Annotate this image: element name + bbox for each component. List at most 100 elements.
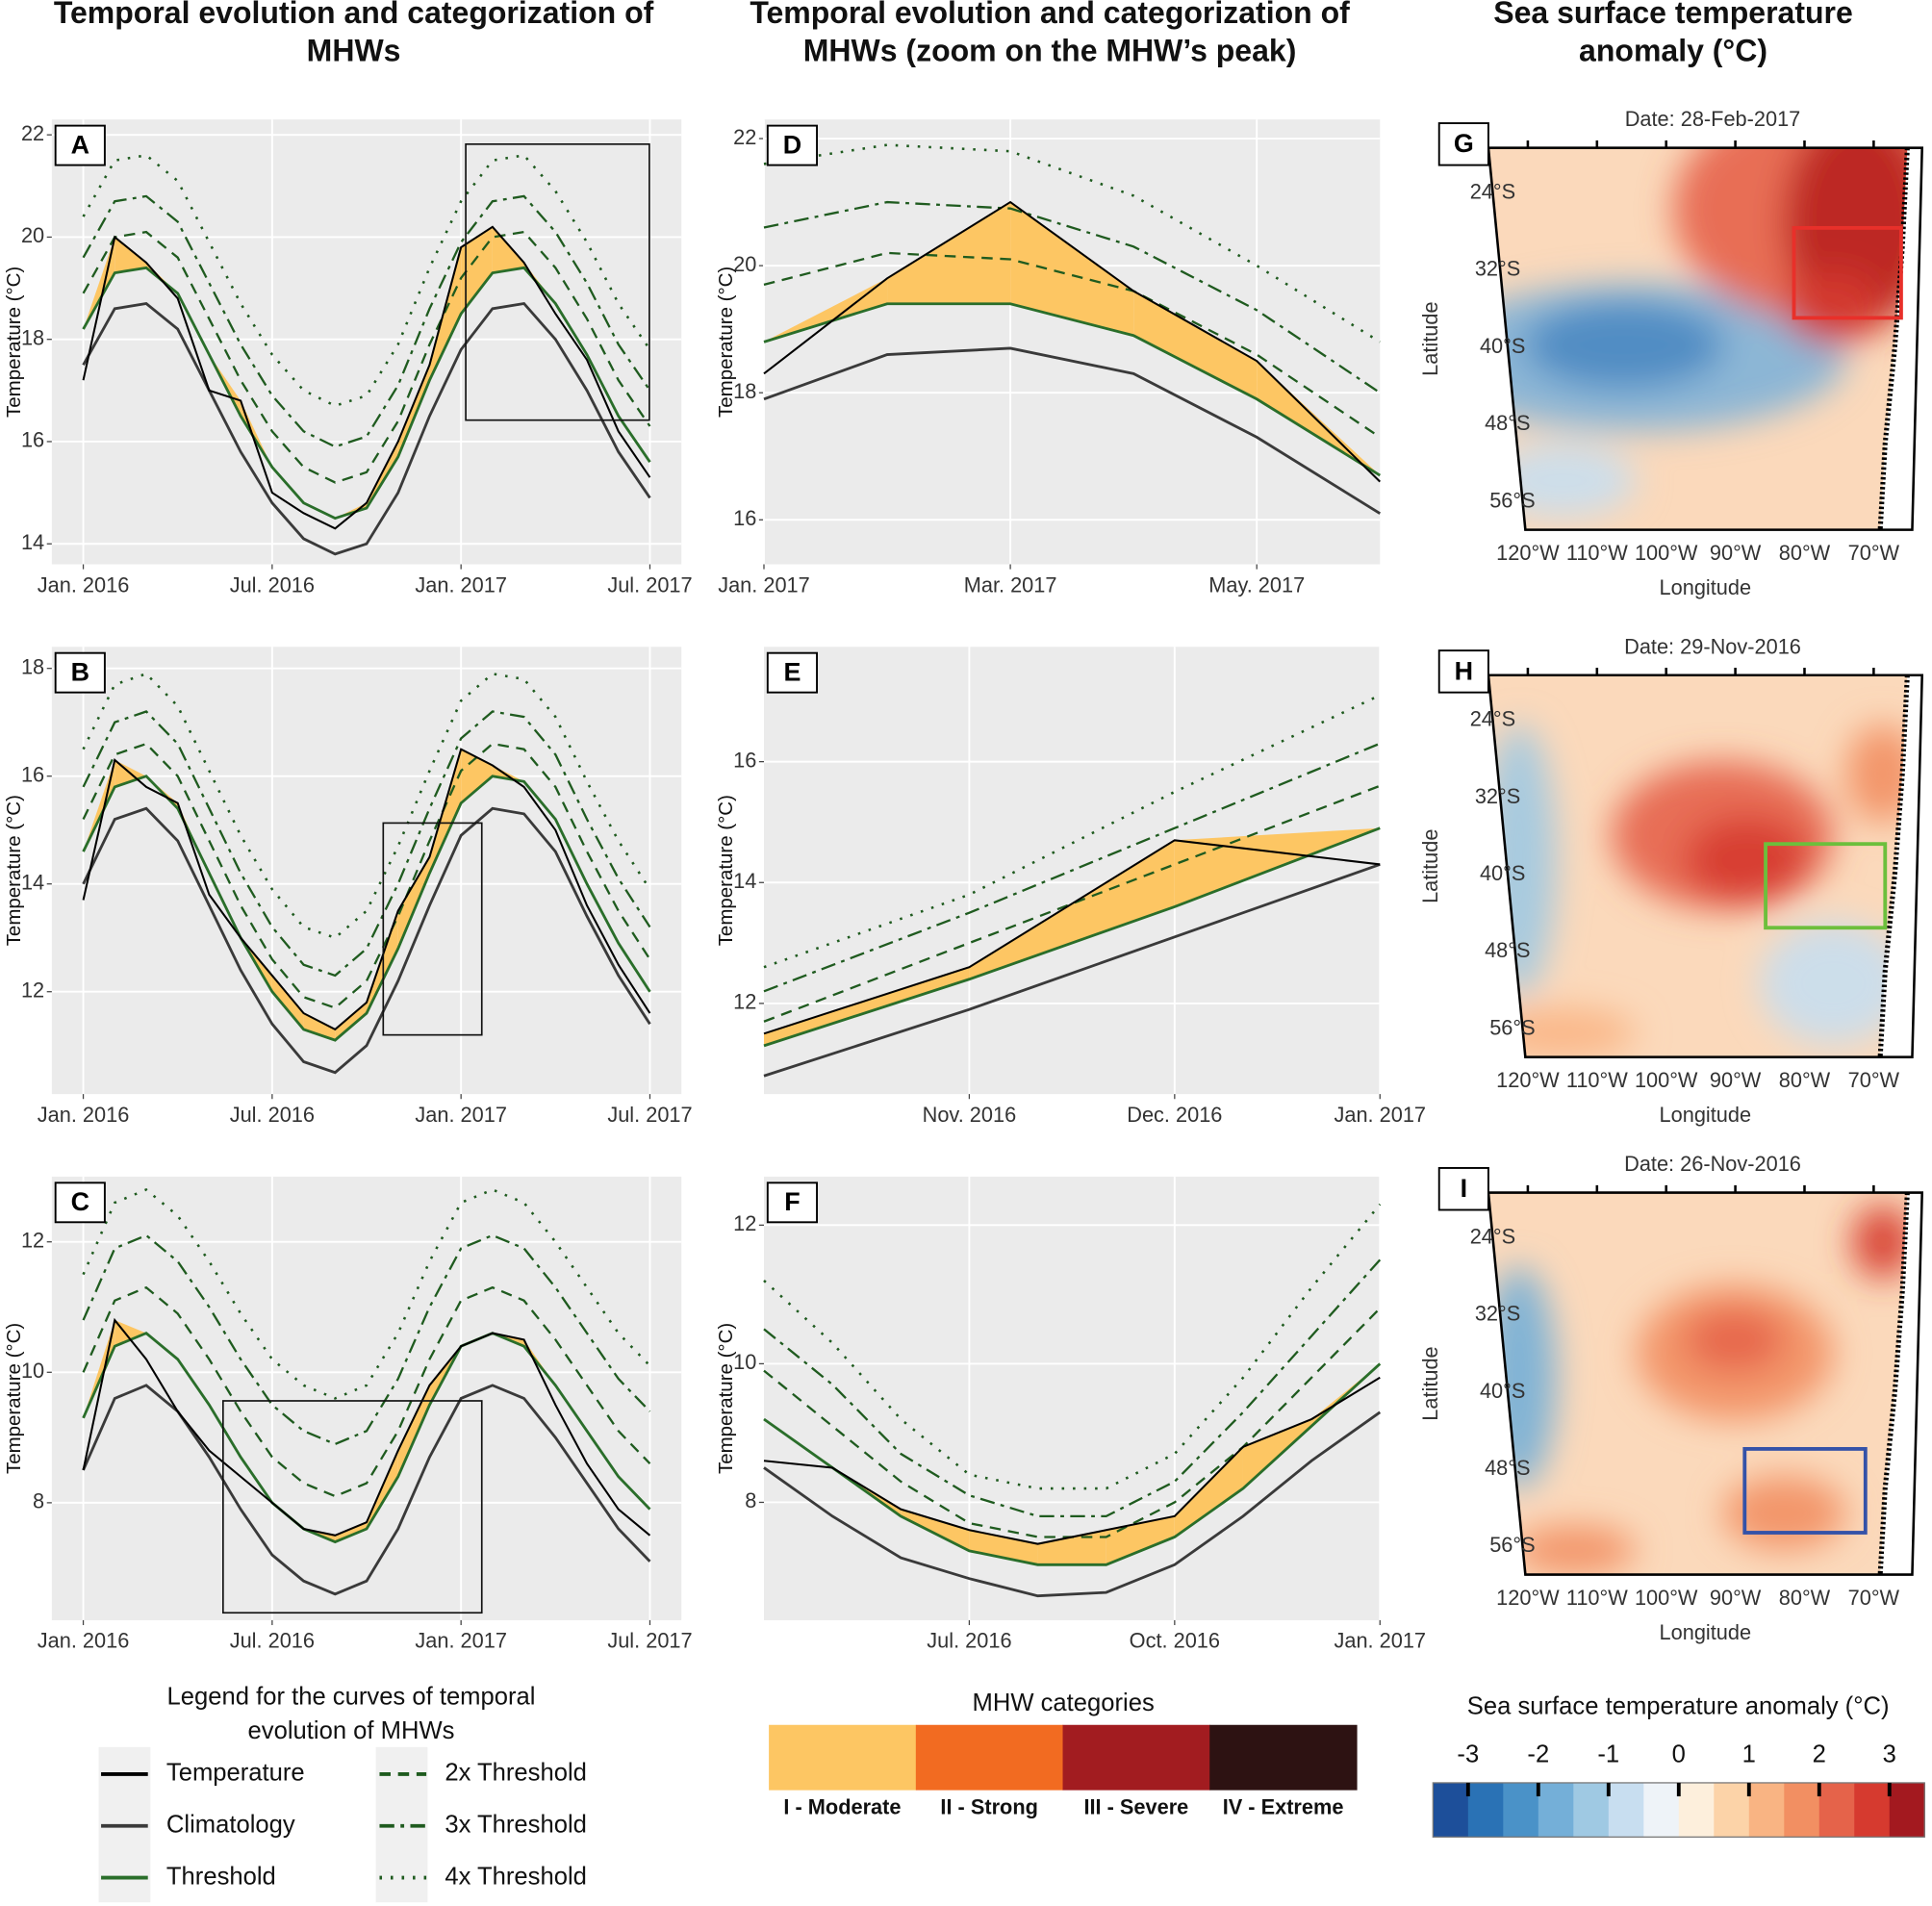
series-line	[763, 826, 1381, 1048]
mhw-area	[969, 840, 1175, 979]
x-tick-label: Jul. 2016	[927, 1629, 1011, 1653]
x-tick-label: Jan. 2016	[38, 572, 130, 597]
y-axis-label: Temperature (°C)	[3, 795, 25, 946]
y-tick-label: 16	[733, 506, 756, 530]
y-axis-label: Latitude	[1418, 1346, 1442, 1420]
land	[1880, 1192, 1922, 1575]
colorbar-tick-label: 0	[1672, 1741, 1686, 1768]
series-line	[763, 863, 1381, 1078]
series-line	[82, 225, 651, 530]
mhw-area	[1133, 291, 1258, 399]
y-tick-label: 56°S	[1489, 1015, 1535, 1039]
series-line	[763, 1362, 1382, 1566]
series-line	[82, 748, 651, 1031]
x-tick-label: 70°W	[1848, 1586, 1900, 1610]
colorbar-tick-label: 1	[1742, 1741, 1756, 1768]
y-tick-label: 12	[733, 990, 756, 1014]
legend-label: Threshold	[166, 1863, 276, 1890]
colorbar-tick-label: -2	[1527, 1741, 1549, 1768]
x-tick-label: 110°W	[1566, 541, 1628, 565]
x-tick-label: 90°W	[1710, 1068, 1762, 1092]
y-tick-label: 12	[733, 1211, 756, 1235]
y-tick-label: 10	[733, 1350, 756, 1374]
x-tick-label: 90°W	[1710, 1586, 1762, 1610]
mhw-area	[114, 237, 146, 273]
category-swatch	[1062, 1724, 1210, 1791]
map-field	[1487, 1192, 1922, 1575]
colorbar-tick-label: 2	[1813, 1741, 1826, 1768]
y-tick-label: 32°S	[1475, 257, 1520, 281]
colorbar-title: Sea surface temperature anomaly (°C)	[1467, 1693, 1890, 1720]
series-line	[763, 143, 1381, 343]
y-tick-label: 24°S	[1470, 707, 1515, 731]
colorbar-cell	[1503, 1782, 1539, 1838]
mhw-area	[969, 1530, 1038, 1565]
map-field	[1487, 674, 1922, 1057]
anomaly-blob	[1685, 1309, 1785, 1372]
category-swatch	[1209, 1724, 1358, 1791]
y-tick-label: 48°S	[1485, 1456, 1530, 1480]
mhw-area	[271, 975, 304, 1029]
category-label: II - Strong	[940, 1795, 1037, 1819]
y-tick-label: 8	[33, 1489, 44, 1513]
x-tick-label: 120°W	[1496, 1586, 1560, 1610]
mhw-area	[492, 226, 524, 273]
plot-background	[763, 119, 1381, 565]
mhw-area	[303, 1013, 336, 1041]
y-tick-label: 16	[733, 748, 756, 772]
x-tick-label: 80°W	[1779, 1586, 1831, 1610]
y-axis-label: Temperature (°C)	[715, 795, 737, 946]
y-tick-label: 12	[21, 978, 44, 1002]
y-tick-label: 20	[733, 252, 756, 276]
panel-label: H	[1455, 656, 1473, 685]
mhw-area	[763, 967, 970, 1046]
panel-label: E	[783, 658, 801, 687]
mhw-area	[1010, 202, 1134, 336]
panel-label-box	[766, 124, 819, 166]
y-tick-label: 40°S	[1480, 334, 1525, 358]
x-tick-label: 120°W	[1496, 1068, 1560, 1092]
zoom-box	[465, 142, 650, 421]
series-line	[82, 1317, 651, 1537]
panel-label-box	[766, 1182, 819, 1224]
coastline	[1877, 674, 1910, 1057]
y-tick-label: 18	[21, 325, 44, 349]
map-title: Date: 26-Nov-2016	[1624, 1152, 1801, 1176]
category-swatch	[769, 1724, 917, 1791]
x-tick-label: 100°W	[1635, 541, 1698, 565]
series-line	[82, 194, 651, 448]
y-axis-label: Latitude	[1418, 301, 1442, 375]
legend-label: 2x Threshold	[445, 1760, 587, 1787]
y-tick-label: 8	[745, 1488, 756, 1512]
y-tick-label: 40°S	[1480, 861, 1525, 885]
map-field	[1487, 147, 1922, 530]
x-axis-label: Longitude	[1660, 575, 1752, 599]
y-tick-label: 18	[733, 379, 756, 403]
panel-label-box	[1437, 1166, 1489, 1211]
anomaly-blob	[1487, 443, 1637, 518]
x-tick-label: 100°W	[1635, 1586, 1698, 1610]
series-line	[763, 200, 1381, 483]
x-tick-label: Jan. 2017	[718, 572, 810, 597]
panel-label: G	[1454, 129, 1474, 158]
mhw-area	[429, 247, 462, 381]
x-tick-label: Jan. 2016	[38, 1629, 130, 1653]
colorbar-cell	[1538, 1782, 1574, 1838]
column-title: MHWs (zoom on the MHW’s peak)	[803, 34, 1297, 68]
y-tick-label: 22	[733, 125, 756, 149]
y-tick-label: 16	[21, 428, 44, 452]
mhw-area	[397, 1385, 430, 1477]
colorbar-tick-label: -3	[1457, 1741, 1479, 1768]
y-tick-label: 12	[21, 1228, 44, 1252]
y-tick-label: 24°S	[1470, 180, 1515, 204]
plot-background	[51, 1176, 682, 1620]
y-tick-label: 14	[733, 869, 756, 893]
series-line	[82, 742, 651, 1009]
anomaly-blob	[1722, 1476, 1846, 1550]
anomaly-blob	[1685, 817, 1809, 903]
x-tick-label: Jan. 2016	[38, 1103, 130, 1127]
y-tick-label: 56°S	[1489, 1533, 1535, 1557]
series-line	[82, 230, 651, 484]
legend-label: Climatology	[166, 1812, 295, 1839]
mhw-area	[1174, 1446, 1243, 1538]
